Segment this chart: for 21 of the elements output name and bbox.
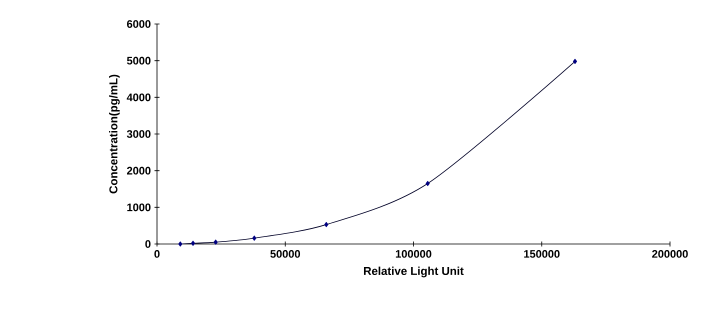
y-tick-label: 4000 [126,93,151,102]
x-tick-label: 150000 [524,250,560,258]
point [252,236,256,241]
y-tick-label: 2000 [126,166,151,175]
y-tick-label: 0 [145,240,151,248]
x-tick-label: 0 [154,250,160,258]
point [426,180,430,186]
x-tick-label: 50000 [270,250,300,258]
y-tick-label: 3000 [126,130,151,138]
point [324,222,328,228]
y-axis-title: Concentration(pg/mL) [109,74,120,194]
x-axis-title: Relative Light Unit [364,266,464,278]
point [572,58,578,64]
x-tick-label: 200000 [652,250,688,258]
point [190,240,196,246]
y-tick-label: 5000 [126,56,151,65]
x-tick-label: 100000 [396,250,432,258]
y-tick-label: 6000 [127,20,151,28]
y-tick-label: 1000 [127,203,151,212]
point [178,241,182,247]
point [214,240,218,245]
